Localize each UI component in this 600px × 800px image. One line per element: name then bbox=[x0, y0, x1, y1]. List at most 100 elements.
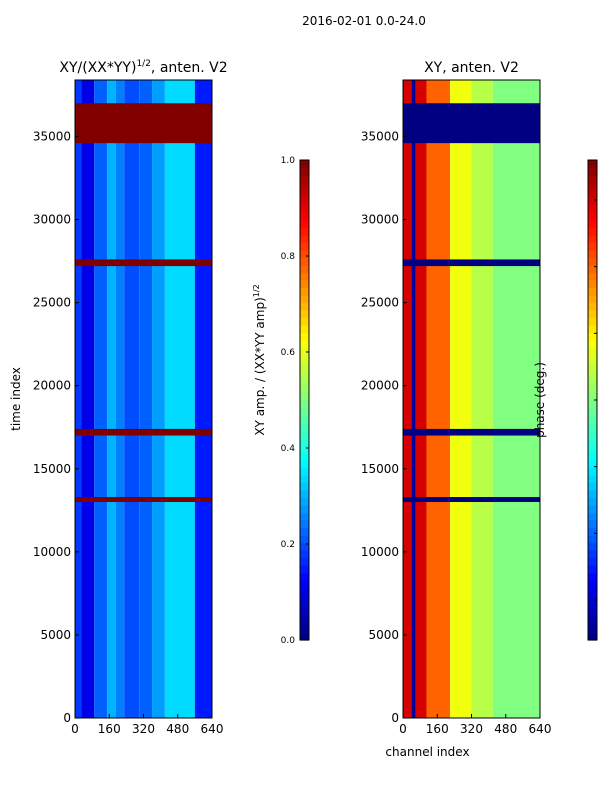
heatmap-column-band bbox=[75, 80, 82, 718]
colorbar-segment bbox=[300, 460, 309, 469]
colorbar-segment bbox=[588, 557, 597, 566]
colorbar-tick-label: 0.2 bbox=[281, 540, 295, 550]
colorbar-segment bbox=[588, 565, 597, 574]
colorbar-segment bbox=[300, 497, 309, 506]
colorbar-segment bbox=[588, 520, 597, 529]
colorbar-segment bbox=[588, 302, 597, 311]
colorbar-segment bbox=[588, 355, 597, 364]
colorbar-segment bbox=[588, 167, 597, 176]
colorbar-segment bbox=[588, 205, 597, 214]
heatmap-saturated-row bbox=[75, 103, 212, 144]
colorbar-segment bbox=[588, 370, 597, 379]
colorbar-segment bbox=[588, 460, 597, 469]
colorbar-segment bbox=[300, 505, 309, 514]
y-tick-label: 30000 bbox=[361, 213, 399, 227]
colorbar-segment bbox=[588, 527, 597, 536]
colorbar-segment bbox=[300, 625, 309, 634]
heatmap-saturated-row bbox=[403, 428, 540, 436]
colorbar-segment bbox=[588, 415, 597, 424]
panel-title: XY, anten. V2 bbox=[424, 60, 519, 76]
colorbar-segment bbox=[300, 212, 309, 221]
panel-2: 0 160 320 480 640 0 5000 10000 15000 20000 25000 30… bbox=[361, 60, 598, 759]
colorbar-segment bbox=[588, 242, 597, 251]
colorbar-segment bbox=[300, 182, 309, 191]
y-tick-label: 25000 bbox=[361, 296, 399, 310]
colorbar-segment bbox=[588, 287, 597, 296]
colorbar-segment bbox=[300, 527, 309, 536]
colorbar-segment bbox=[588, 437, 597, 446]
colorbar-segment bbox=[588, 595, 597, 604]
colorbar-segment bbox=[300, 205, 309, 214]
colorbar-segment bbox=[300, 332, 309, 341]
colorbar-segment bbox=[588, 580, 597, 589]
colorbar-segment bbox=[588, 220, 597, 229]
colorbar-tick-label: 0.0 bbox=[281, 636, 296, 646]
colorbar-segment bbox=[588, 475, 597, 484]
y-tick-label: 35000 bbox=[361, 129, 399, 143]
panel-1: 0 160 320 480 640 0 5000 10000 15000 20000 25000 30… bbox=[9, 59, 310, 736]
colorbar-segment bbox=[300, 347, 309, 356]
colorbar-segment bbox=[300, 302, 309, 311]
colorbar-segment bbox=[588, 587, 597, 596]
colorbar-segment bbox=[300, 295, 309, 304]
colorbar-segment bbox=[300, 220, 309, 229]
heatmap-column-band bbox=[194, 80, 212, 718]
colorbar-segment bbox=[300, 400, 309, 409]
colorbar-segment bbox=[588, 572, 597, 581]
colorbar-segment bbox=[300, 317, 309, 326]
colorbar-segment bbox=[300, 385, 309, 394]
colorbar-segment bbox=[300, 580, 309, 589]
colorbar-segment bbox=[588, 452, 597, 461]
colorbar-segment bbox=[300, 572, 309, 581]
colorbar-segment bbox=[300, 287, 309, 296]
colorbar-segment bbox=[300, 235, 309, 244]
colorbar-segment bbox=[588, 332, 597, 341]
colorbar-segment bbox=[300, 407, 309, 416]
x-axis-label: channel index bbox=[385, 745, 469, 759]
heatmap-column-band bbox=[403, 80, 412, 718]
colorbar-segment bbox=[300, 257, 309, 266]
colorbar-segment bbox=[588, 235, 597, 244]
colorbar-label: XY amp. / (XX*YY amp)1/2 bbox=[252, 284, 267, 435]
x-tick-label: 480 bbox=[166, 722, 189, 736]
colorbar-tick-label: 0.8 bbox=[281, 252, 296, 262]
colorbar-segment bbox=[588, 317, 597, 326]
colorbar-segment bbox=[300, 355, 309, 364]
colorbar-tick-label: 1.0 bbox=[281, 156, 296, 166]
colorbar-segment bbox=[300, 415, 309, 424]
colorbar-segment bbox=[300, 167, 309, 176]
colorbar-segment bbox=[588, 190, 597, 199]
colorbar-segment bbox=[300, 542, 309, 551]
colorbar-segment bbox=[300, 512, 309, 521]
colorbar-segment bbox=[300, 175, 309, 184]
colorbar-segment bbox=[300, 340, 309, 349]
heatmap-column-band bbox=[94, 80, 108, 718]
colorbar-segment bbox=[588, 400, 597, 409]
colorbar-segment bbox=[300, 632, 309, 641]
y-tick-label: 20000 bbox=[33, 379, 71, 393]
x-tick-label: 320 bbox=[132, 722, 155, 736]
colorbar-segment bbox=[300, 392, 309, 401]
figure-suptitle: 2016-02-01 0.0-24.0 bbox=[302, 14, 426, 28]
x-tick-label: 320 bbox=[460, 722, 483, 736]
colorbar-segment bbox=[300, 197, 309, 206]
heatmap-saturated-row bbox=[403, 497, 540, 503]
colorbar-segment bbox=[588, 610, 597, 619]
heatmap-saturated-row bbox=[403, 259, 540, 267]
colorbar-segment bbox=[588, 512, 597, 521]
heatmap-column-band bbox=[426, 80, 451, 718]
colorbar-segment bbox=[588, 625, 597, 634]
colorbar-segment bbox=[300, 430, 309, 439]
colorbar-segment bbox=[300, 475, 309, 484]
heatmap-column-band bbox=[415, 80, 427, 718]
colorbar-segment bbox=[300, 362, 309, 371]
colorbar-frame bbox=[299, 159, 310, 641]
colorbar-segment bbox=[588, 160, 597, 169]
x-tick-label: 0 bbox=[71, 722, 79, 736]
colorbar-segment bbox=[588, 497, 597, 506]
colorbar-label: phase (deg.) bbox=[533, 362, 547, 438]
colorbar-segment bbox=[300, 325, 309, 334]
colorbar-segment bbox=[588, 445, 597, 454]
colorbar-segment bbox=[300, 242, 309, 251]
colorbar-segment bbox=[300, 377, 309, 386]
